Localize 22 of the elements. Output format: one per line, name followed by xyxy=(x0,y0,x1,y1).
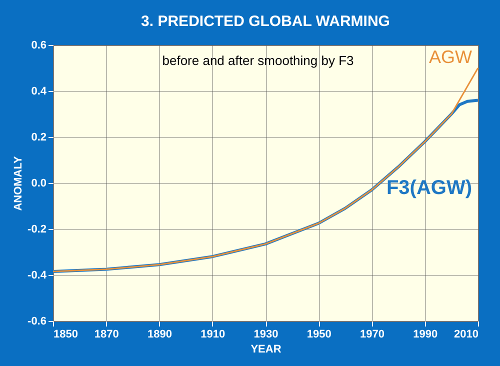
x-axis-title: YEAR xyxy=(250,344,282,356)
series-label: AGW xyxy=(429,47,472,67)
y-tick-label: -0.2 xyxy=(28,224,46,236)
y-tick-label: 0.2 xyxy=(31,132,46,144)
y-tick-label: -0.6 xyxy=(28,316,46,328)
x-tick-label: 1950 xyxy=(306,328,332,340)
x-tick-label: 1990 xyxy=(413,328,438,340)
x-tick-label: 1910 xyxy=(200,328,226,340)
x-tick-label: 1930 xyxy=(254,328,278,340)
x-tick-label: 1970 xyxy=(360,328,384,340)
y-tick-label: 0.6 xyxy=(31,40,46,52)
y-tick-label: 0.0 xyxy=(31,178,46,190)
annotation: before and after smoothing by F3 xyxy=(162,53,354,68)
chart-title: 3. PREDICTED GLOBAL WARMING xyxy=(141,13,390,30)
series-label: F3(AGW) xyxy=(386,177,472,200)
y-axis-title: ANOMALY xyxy=(12,156,25,211)
x-tick-label: 2010 xyxy=(454,328,478,340)
y-tick-label: 0.4 xyxy=(31,86,48,98)
x-tick-label: 1890 xyxy=(148,328,172,340)
x-tick-label: 1850 xyxy=(54,328,78,340)
x-tick-label: 1870 xyxy=(94,328,119,340)
y-tick-label: -0.4 xyxy=(28,270,48,282)
